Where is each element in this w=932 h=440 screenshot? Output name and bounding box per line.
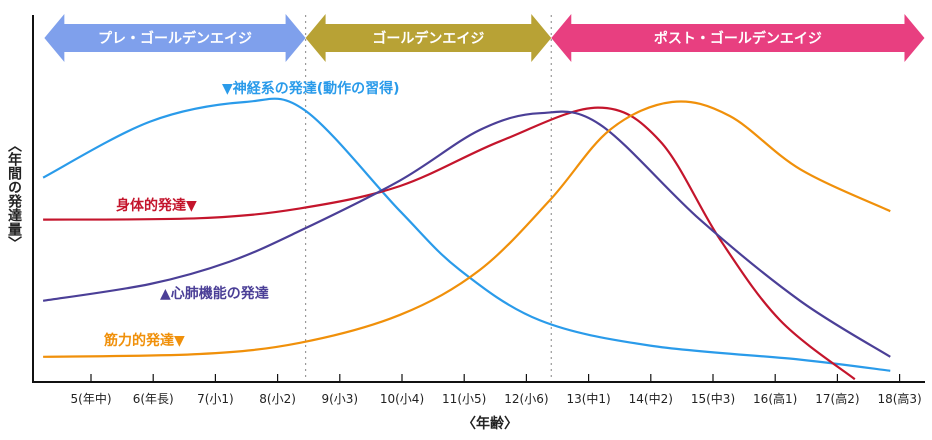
x-tick-label: 11(小5) xyxy=(442,392,486,406)
period-banner xyxy=(44,14,306,62)
x-tick-label: 8(小2) xyxy=(259,392,296,406)
series-label: 筋力的発達▼ xyxy=(104,332,185,349)
period-label: ゴールデンエイジ xyxy=(372,30,484,47)
x-tick-label: 10(小4) xyxy=(380,392,424,406)
series-line xyxy=(42,110,891,358)
x-axis-label: 〈年齢〉 xyxy=(462,415,518,432)
x-tick-label: 18(高3) xyxy=(877,391,921,406)
series-line xyxy=(43,106,856,381)
series-line xyxy=(43,100,891,358)
x-tick-label: 6(年長) xyxy=(133,392,174,406)
series-label: ▼神経系の発達(動作の習得) xyxy=(222,80,400,97)
period-label: ポスト・ゴールデンエイジ xyxy=(654,30,822,47)
series-label: ▲心肺機能の発達 xyxy=(160,285,269,302)
x-tick-label: 12(小6) xyxy=(504,392,548,406)
x-tick-label: 5(年中) xyxy=(71,391,112,406)
period-label: プレ・ゴールデンエイジ xyxy=(98,30,252,47)
x-tick-label: 15(中3) xyxy=(691,391,735,406)
period-banner xyxy=(551,14,925,62)
period-banner xyxy=(305,14,552,62)
x-tick-label: 7(小1) xyxy=(197,392,234,406)
x-tick-label: 14(中2) xyxy=(629,391,673,406)
x-tick-label: 17(高2) xyxy=(815,391,859,406)
x-tick-label: 9(小3) xyxy=(321,392,358,406)
x-tick-label: 13(中1) xyxy=(566,391,610,406)
x-tick-label: 16(高1) xyxy=(753,391,797,406)
y-axis-label: 〈年間の発達量〉 xyxy=(6,138,22,250)
series-line xyxy=(42,97,891,372)
series-label: 身体的発達▼ xyxy=(116,197,197,214)
